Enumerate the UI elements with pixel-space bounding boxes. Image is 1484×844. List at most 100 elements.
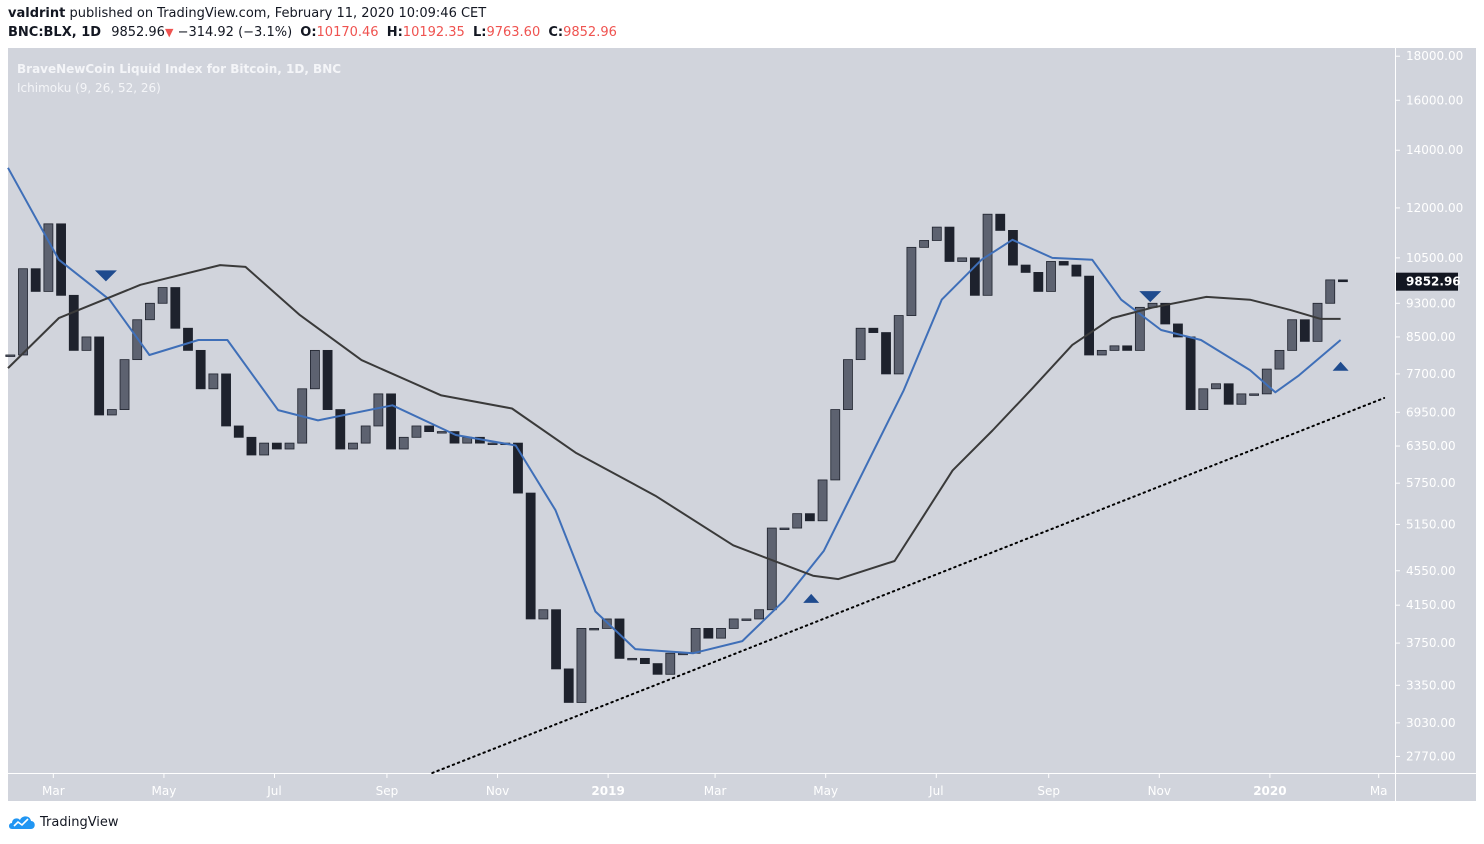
candle xyxy=(690,628,701,654)
candle xyxy=(919,240,930,248)
candle xyxy=(233,425,244,438)
candle xyxy=(563,668,574,703)
indicator-lines xyxy=(7,167,1342,655)
candle xyxy=(792,513,803,529)
candle xyxy=(373,393,384,427)
chart-legend: BraveNewCoin Liquid Index for Bitcoin, 1… xyxy=(17,60,341,98)
candle xyxy=(931,226,942,241)
price-axis[interactable]: 18000.00 16000.00 14000.00 12000.00 10500.00… xyxy=(1396,49,1463,763)
dotted-trendline[interactable] xyxy=(431,397,1386,774)
time-tick-label: Mar xyxy=(704,784,727,798)
candle xyxy=(487,442,498,446)
down-triangle-icon: ▼ xyxy=(164,26,174,39)
last-price-badge xyxy=(1396,272,1458,291)
price-tick-label: 4150.00 xyxy=(1406,598,1456,612)
price-tick-label: 3030.00 xyxy=(1406,716,1456,730)
price-tick-label: 18000.00 xyxy=(1406,49,1463,63)
candle xyxy=(1325,279,1336,304)
time-axis[interactable]: Mar May Jul Sep Nov 2019 Mar May Jul Sep Nov 2020 Ma xyxy=(42,774,1388,798)
price-tick-label: 3750.00 xyxy=(1406,636,1456,650)
candle xyxy=(411,425,422,438)
tradingview-cloud-icon xyxy=(9,816,35,829)
candle xyxy=(284,442,295,450)
trendline-layer xyxy=(431,397,1386,774)
candle xyxy=(449,431,460,444)
time-tick-label: Nov xyxy=(1148,784,1171,798)
candle xyxy=(310,349,320,390)
candle xyxy=(259,442,270,456)
candle xyxy=(1033,272,1044,292)
tradingview-logo[interactable]: TradingView xyxy=(8,814,119,830)
high-value: 10192.35 xyxy=(402,25,465,40)
candle xyxy=(322,349,333,410)
candle xyxy=(5,354,16,357)
slow-line xyxy=(7,264,1341,581)
candle xyxy=(1096,349,1107,356)
time-tick-label: Jul xyxy=(928,784,943,798)
price-tick-label: 5150.00 xyxy=(1406,517,1456,531)
candle xyxy=(81,336,92,351)
last-price-label: 9852.96 xyxy=(1406,275,1461,289)
candle xyxy=(969,257,980,296)
candle xyxy=(1185,336,1196,410)
candle xyxy=(56,223,66,296)
open-value: 10170.46 xyxy=(316,25,379,40)
low-label: L: xyxy=(472,25,487,40)
candle xyxy=(1299,319,1310,342)
time-tick-label: May xyxy=(813,784,838,798)
candle xyxy=(957,257,968,262)
legend-indicator[interactable]: Ichimoku (9, 26, 52, 26) xyxy=(17,81,161,95)
candle xyxy=(1008,230,1018,266)
time-tick-label: 2020 xyxy=(1253,784,1286,798)
time-tick-label: 2019 xyxy=(591,784,624,798)
candle xyxy=(779,527,790,530)
arrow-up-marker-icon xyxy=(1332,361,1349,371)
candle xyxy=(601,618,612,629)
candle xyxy=(817,479,828,522)
candles xyxy=(5,213,1348,703)
candle xyxy=(195,349,206,390)
candle xyxy=(1312,302,1323,342)
price-tick-label: 5750.00 xyxy=(1406,476,1456,490)
candle xyxy=(627,657,638,661)
price-tick-label: 6350.00 xyxy=(1406,439,1456,453)
markers xyxy=(94,270,1349,603)
close-label: C: xyxy=(548,25,564,40)
candle xyxy=(246,436,257,456)
candle xyxy=(703,628,714,639)
legend-title: BraveNewCoin Liquid Index for Bitcoin, 1… xyxy=(17,62,342,76)
candle xyxy=(1173,323,1183,338)
candle xyxy=(868,327,879,333)
candle xyxy=(652,663,663,675)
time-tick-label: Sep xyxy=(1037,784,1060,798)
candle xyxy=(68,294,79,351)
arrow-down-marker-icon xyxy=(94,270,117,282)
time-tick-label: May xyxy=(152,784,177,798)
candle xyxy=(208,373,219,390)
author-name[interactable]: valdrint xyxy=(8,6,66,21)
candle xyxy=(18,268,28,356)
candle xyxy=(576,628,587,703)
arrow-down-marker-icon xyxy=(1139,291,1162,303)
candle xyxy=(614,618,625,659)
candle xyxy=(386,393,396,450)
open-label: O: xyxy=(300,25,317,40)
candle xyxy=(1084,275,1094,356)
price-tick-label: 16000.00 xyxy=(1406,93,1463,107)
price-tick-label: 7700.00 xyxy=(1406,367,1456,381)
candle xyxy=(1338,279,1348,283)
chart-background xyxy=(8,48,1476,801)
price-tick-label: 3350.00 xyxy=(1406,678,1456,692)
candle xyxy=(1134,306,1145,351)
candle xyxy=(424,425,435,432)
candle xyxy=(906,246,917,316)
candle xyxy=(804,513,815,522)
time-tick-label: Ma xyxy=(1370,784,1388,798)
candle xyxy=(551,609,561,670)
candle xyxy=(639,657,650,665)
candle xyxy=(360,425,371,444)
time-tick-label: Mar xyxy=(42,784,65,798)
candle xyxy=(119,359,130,410)
candle xyxy=(1109,345,1120,351)
